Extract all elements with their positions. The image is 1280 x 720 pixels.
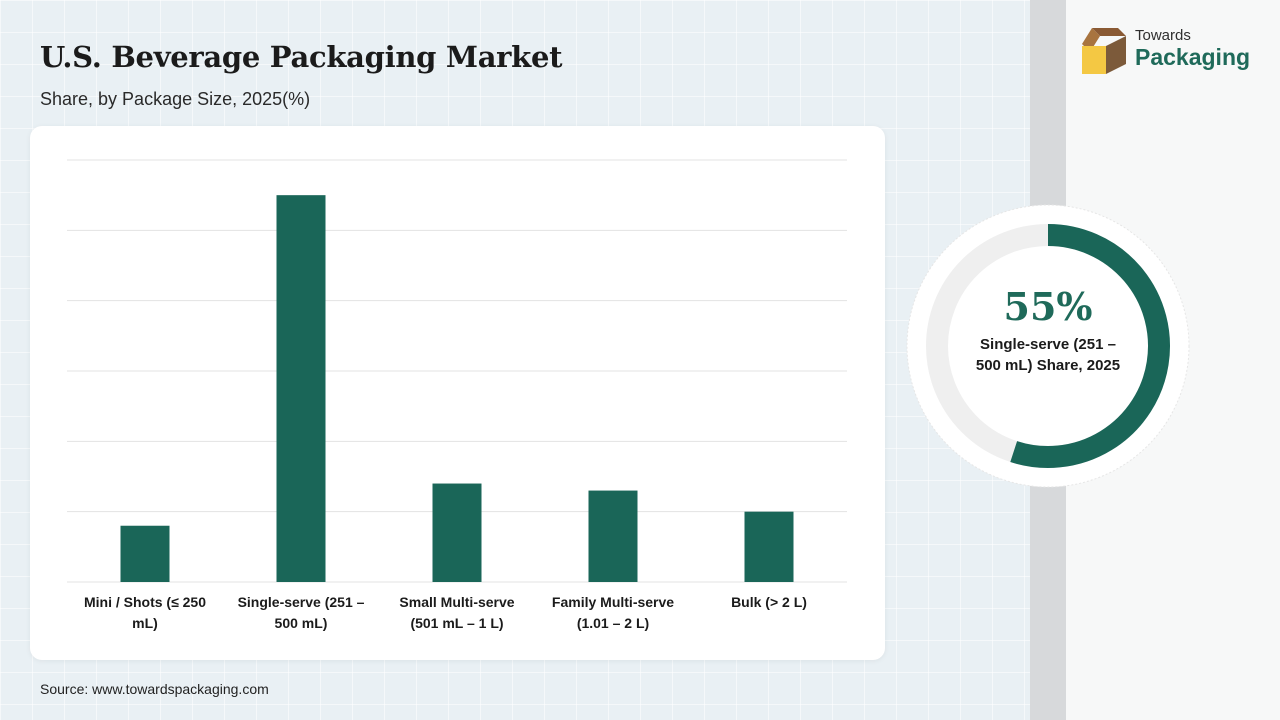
x-tick-label: Mini / Shots (≤ 250 mL) xyxy=(84,594,206,631)
x-tick-label: Bulk (> 2 L) xyxy=(731,594,807,610)
box-icon xyxy=(1082,28,1126,74)
logo-text-towards: Towards xyxy=(1135,27,1191,44)
share-donut xyxy=(906,204,1190,488)
chart-card: Mini / Shots (≤ 250 mL) Single-serve (251 … xyxy=(30,126,885,660)
bar-chart: Mini / Shots (≤ 250 mL) Single-serve (251 … xyxy=(67,159,847,631)
page-subtitle: Share, by Package Size, 2025(%) xyxy=(40,89,311,109)
x-tick-label: Small Multi-serve (501 mL – 1 L) xyxy=(399,594,514,631)
page-title: U.S. Beverage Packaging Market xyxy=(40,40,563,74)
bar xyxy=(744,511,794,582)
logo-text-packaging: Packaging xyxy=(1135,44,1251,70)
donut-fill-arc xyxy=(1010,224,1170,468)
highlight-label: Single-serve (251 – 500 mL) Share, 2025 xyxy=(975,336,1121,374)
x-tick-label: Single-serve (251 –500 mL) xyxy=(238,594,365,631)
bar xyxy=(120,525,170,582)
highlight-percent: 55% xyxy=(1003,284,1093,329)
bar xyxy=(276,195,326,582)
bar xyxy=(432,483,482,582)
donut-outer-ring xyxy=(906,204,1190,488)
x-tick-label: Family Multi-serve (1.01 – 2 L) xyxy=(552,594,674,631)
source-note: Source: www.towardspackaging.com xyxy=(40,681,269,697)
towards-packaging-logo xyxy=(1082,28,1126,74)
bar xyxy=(588,490,638,582)
